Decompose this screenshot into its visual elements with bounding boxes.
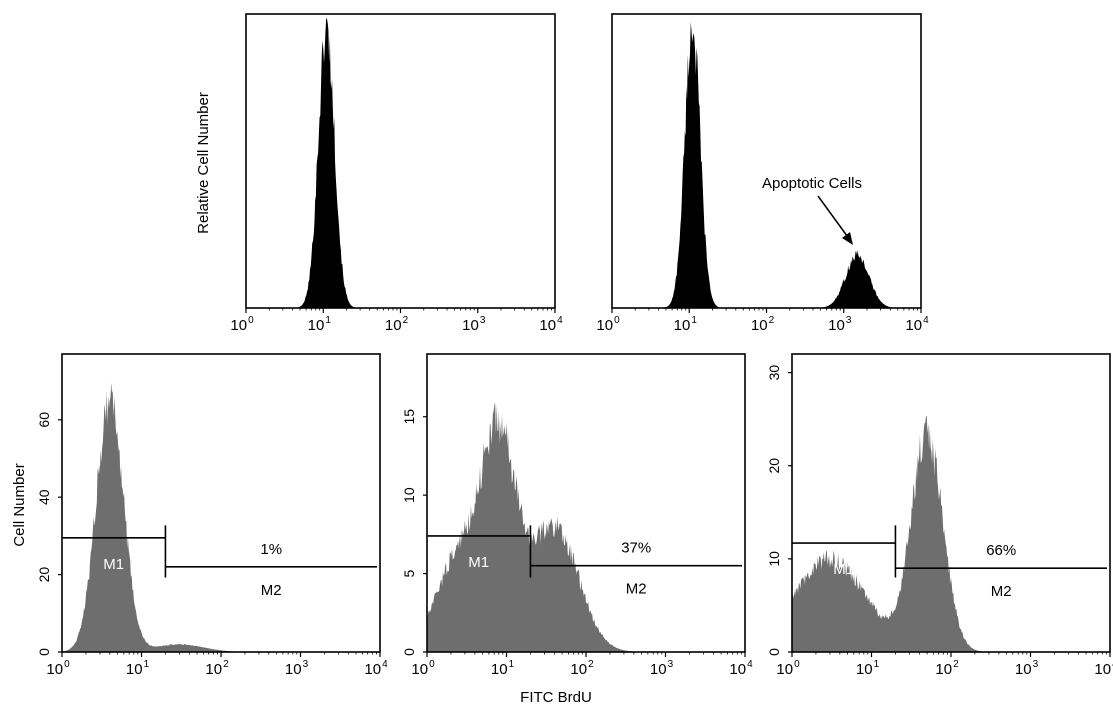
x-tick-exponent-top-left: 1: [325, 315, 331, 326]
x-tick-exponent-top-right: 1: [691, 315, 697, 326]
x-tick-label-top-right: 101: [674, 315, 698, 334]
x-tick-exponent-top-right: 3: [846, 315, 852, 326]
histogram-bottom-middle: [427, 402, 745, 652]
panel-bottom-right: 1001011021031040102030M1M266%: [766, 353, 1113, 678]
marker-m2-percent: 37%: [621, 540, 651, 557]
y-tick-label-bottom-right: 20: [766, 458, 782, 474]
histogram-top-left: [246, 18, 555, 308]
marker-m2-label: M2: [261, 582, 282, 599]
panel-top-right: 100 101 102 103 104: [596, 13, 929, 334]
x-tick-exponent-bottom-middle: 3: [668, 659, 674, 670]
x-tick-exponent-bottom-right: 2: [953, 659, 959, 670]
y-tick-label-bottom-middle: 10: [401, 487, 417, 503]
x-tick-exponent-bottom-right: 3: [1033, 659, 1039, 670]
x-tick-label-bottom-right: 102: [935, 659, 959, 678]
x-tick-label-bottom-left: 104: [364, 659, 388, 678]
x-tick-exponent-bottom-middle: 4: [747, 659, 753, 670]
bottom-x-axis-label: FITC BrdU: [520, 689, 592, 706]
x-tick-exponent-top-left: 3: [480, 315, 486, 326]
x-tick-exponent-bottom-middle: 1: [509, 659, 515, 670]
x-tick-exponent-bottom-left: 1: [144, 659, 150, 670]
x-tick-label-bottom-left: 101: [126, 659, 150, 678]
x-tick-label-bottom-right: 104: [1094, 659, 1113, 678]
x-tick-label-bottom-middle: 103: [650, 659, 674, 678]
x-tick-label-top-right: 100: [596, 315, 620, 334]
x-tick-exponent-bottom-left: 0: [64, 659, 70, 670]
x-tick-label-bottom-middle: 100: [411, 659, 435, 678]
x-tick-label-top-left: 103: [462, 315, 486, 334]
x-tick-label-top-left: 101: [308, 315, 332, 334]
marker-m2-percent: 66%: [986, 542, 1016, 559]
x-tick-exponent-bottom-left: 2: [223, 659, 229, 670]
x-tick-exponent-top-right: 4: [923, 315, 929, 326]
y-tick-label-bottom-left: 40: [36, 489, 52, 505]
x-tick-label-bottom-left: 102: [205, 659, 229, 678]
x-tick-label-top-left: 104: [539, 315, 563, 334]
x-tick-label-bottom-middle: 102: [570, 659, 594, 678]
x-tick-exponent-top-left: 0: [248, 315, 254, 326]
x-tick-exponent-bottom-middle: 2: [588, 659, 594, 670]
x-tick-label-top-left: 100: [230, 315, 254, 334]
histogram-top-right: [612, 22, 921, 308]
x-tick-label-top-left: 102: [385, 315, 409, 334]
x-tick-label-bottom-middle: 101: [491, 659, 515, 678]
marker-m1-label: M1: [103, 556, 124, 573]
marker-m2-label: M2: [991, 583, 1012, 600]
x-tick-label-bottom-left: 100: [46, 659, 70, 678]
x-tick-exponent-top-left: 2: [403, 315, 409, 326]
x-tick-exponent-bottom-left: 3: [303, 659, 309, 670]
y-tick-label-bottom-left: 60: [36, 412, 52, 428]
x-tick-exponent-bottom-right: 1: [874, 659, 880, 670]
frame-top-left: [245, 13, 556, 309]
x-tick-label-bottom-right: 100: [776, 659, 800, 678]
x-tick-exponent-top-left: 4: [557, 315, 563, 326]
marker-m2-percent: 1%: [260, 541, 282, 558]
x-tick-label-top-right: 104: [905, 315, 929, 334]
x-tick-label-top-right: 103: [828, 315, 852, 334]
y-tick-label-bottom-middle: 15: [401, 409, 417, 425]
panel-top-left: 100 101 102 103 104: [230, 13, 563, 334]
x-tick-exponent-bottom-left: 4: [382, 659, 388, 670]
y-tick-label-bottom-right: 30: [766, 365, 782, 381]
y-tick-label-bottom-right: 10: [766, 551, 782, 567]
x-tick-exponent-top-right: 2: [769, 315, 775, 326]
x-tick-exponent-bottom-middle: 0: [429, 659, 435, 670]
apoptotic-cells-annotation: Apoptotic Cells: [762, 175, 862, 192]
apoptotic-cells-arrowhead: [842, 232, 853, 245]
top-y-axis-label: Relative Cell Number: [195, 92, 212, 234]
x-tick-label-bottom-left: 103: [285, 659, 309, 678]
marker-m2-label: M2: [626, 581, 647, 598]
x-tick-exponent-top-right: 0: [614, 315, 620, 326]
frame-top-right: [611, 13, 922, 309]
y-tick-label-bottom-left: 0: [36, 648, 52, 656]
marker-m1-label: M1: [468, 554, 489, 571]
marker-m1-label: M1: [833, 561, 854, 578]
histogram-bottom-left: [62, 382, 380, 652]
x-tick-label-bottom-right: 103: [1015, 659, 1039, 678]
x-tick-exponent-bottom-right: 0: [794, 659, 800, 670]
y-tick-label-bottom-left: 20: [36, 567, 52, 583]
x-tick-label-bottom-right: 101: [856, 659, 880, 678]
apoptotic-cells-arrow: [817, 195, 851, 241]
x-tick-label-top-right: 102: [751, 315, 775, 334]
histogram-bottom-right: [792, 415, 1110, 652]
y-tick-label-bottom-right: 0: [766, 648, 782, 656]
y-tick-label-bottom-middle: 0: [401, 648, 417, 656]
y-tick-label-bottom-middle: 5: [401, 569, 417, 577]
bottom-y-axis-label: Cell Number: [11, 463, 28, 546]
x-tick-label-bottom-middle: 104: [729, 659, 753, 678]
